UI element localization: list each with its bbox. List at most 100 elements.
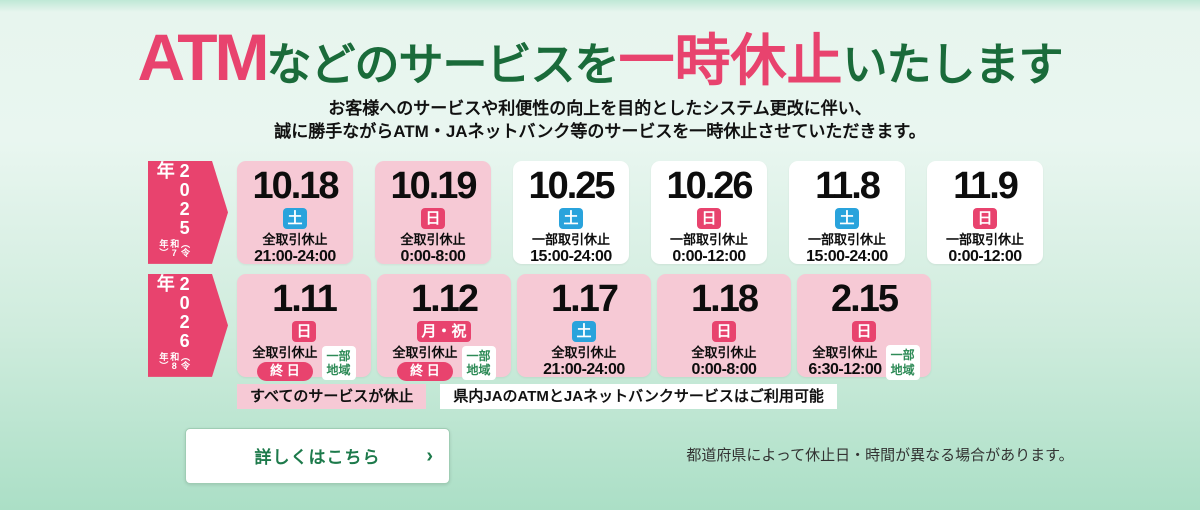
day-of-week-badge: 月・祝 (417, 320, 471, 342)
details-button[interactable]: 詳しくはこちら › (185, 427, 450, 484)
title-suffix: いたします (842, 39, 1064, 90)
card-bottom: 一部取引休止 0:00-12:00 (946, 232, 1024, 268)
card-date: 2.15 (831, 277, 899, 320)
era-text: （令和7年） (158, 238, 190, 258)
prefecture-note: 都道府県によって休止日・時間が異なる場合があります。 (686, 446, 1074, 464)
card-bottom: 全取引休止終 日一部 地域 (392, 344, 496, 382)
service-time-column: 全取引休止 0:00-8:00 (691, 345, 756, 381)
page-title: ATM などのサービスを 一時休止 いたします (0, 24, 1200, 90)
date-cards-2025: 10.18 土全取引休止 21:00-24:00 10.19 日全取引休止 0:00-8:… (237, 160, 1043, 265)
day-of-week-badge: 土 (559, 207, 583, 229)
card-service-label: 全取引休止 (392, 344, 458, 360)
date-card: 10.25 土一部取引休止 15:00-24:00 (513, 160, 629, 265)
card-time-range: 15:00-24:00 (530, 248, 612, 266)
card-service-label: 全取引休止 (262, 231, 328, 247)
card-service-label: 全取引休止 (400, 231, 466, 247)
service-time-column: 一部取引休止 15:00-24:00 (530, 232, 612, 268)
service-time-column: 全取引休止 21:00-24:00 (254, 232, 336, 268)
schedule-row-2026: 2026年 （令和8年） 1.11 日全取引休止終 日一部 地域 1.12 月・祝 全取… (0, 273, 1200, 382)
card-time-range: 21:00-24:00 (254, 248, 336, 266)
date-card: 1.12 月・祝 全取引休止終 日一部 地域 (377, 273, 511, 382)
card-date: 10.26 (666, 164, 753, 207)
card-service-label: 一部取引休止 (807, 231, 886, 247)
era-text: （令和8年） (158, 351, 190, 371)
date-card: 10.19 日全取引休止 0:00-8:00 (375, 160, 491, 265)
card-service-label: 一部取引休止 (945, 231, 1024, 247)
card-bottom: 全取引休止終 日一部 地域 (252, 345, 356, 382)
title-services: などのサービスを (266, 39, 620, 90)
date-card: 11.9 日一部取引休止 0:00-12:00 (927, 160, 1043, 265)
title-atm: ATM (137, 20, 269, 94)
date-card: 10.26 日一部取引休止 0:00-12:00 (651, 160, 767, 265)
card-service-label: 全取引休止 (691, 344, 757, 360)
card-bottom: 一部取引休止 15:00-24:00 (806, 232, 888, 268)
day-of-week-badge: 土 (572, 320, 596, 342)
card-service-label: 一部取引休止 (669, 231, 748, 247)
date-card: 1.11 日全取引休止終 日一部 地域 (237, 273, 371, 382)
schedule-legend: すべてのサービスが休止 県内JAのATMとJAネットバンクサービスはご利用可能 (0, 383, 1200, 410)
service-time-column: 全取引休止 21:00-24:00 (543, 345, 625, 381)
date-card: 2.15 日全取引休止 6:30-12:00 一部 地域 (797, 273, 931, 380)
chevron-right-icon: › (426, 444, 433, 467)
card-service-label: 一部取引休止 (531, 231, 610, 247)
year-label-2025: 2025年 （令和7年） (154, 160, 195, 264)
partial-region-note: 一部 地域 (321, 345, 356, 381)
card-time-range: 0:00-12:00 (948, 248, 1022, 266)
year-text: 2025年 (154, 160, 195, 237)
service-time-column: 全取引休止 0:00-8:00 (400, 232, 465, 268)
day-of-week-badge: 日 (712, 320, 736, 342)
day-of-week-badge: 日 (852, 320, 876, 342)
card-date: 10.19 (390, 164, 477, 207)
day-of-week-badge: 土 (283, 207, 307, 229)
date-card: 1.18 日全取引休止 0:00-8:00 (657, 273, 791, 378)
subtitle-line-1: お客様へのサービスや利便性の向上を目的としたシステム更改に伴い、 (328, 99, 872, 118)
day-of-week-badge: 日 (292, 320, 316, 342)
date-card: 11.8 土一部取引休止 15:00-24:00 (789, 160, 905, 265)
details-button-label: 詳しくはこちら (254, 448, 381, 468)
schedule-row-2025: 2025年 （令和7年） 10.18 土全取引休止 21:00-24:00 10.19… (0, 160, 1200, 265)
service-time-column: 全取引休止終 日 (252, 345, 318, 382)
card-bottom: 一部取引休止 0:00-12:00 (670, 232, 748, 268)
card-date: 10.18 (252, 164, 339, 207)
card-time-range: 0:00-8:00 (691, 361, 757, 379)
card-date: 11.9 (953, 164, 1019, 207)
partial-region-note: 一部 地域 (461, 345, 496, 381)
card-time-range: 6:30-12:00 (808, 361, 882, 379)
card-date: 1.17 (551, 277, 619, 320)
legend-items: すべてのサービスが休止 県内JAのATMとJAネットバンクサービスはご利用可能 (237, 383, 837, 410)
date-card: 10.18 土全取引休止 21:00-24:00 (237, 160, 353, 265)
legend-all-services-suspended: すべてのサービスが休止 (237, 383, 427, 410)
card-bottom: 全取引休止 21:00-24:00 (254, 232, 336, 268)
card-bottom: 全取引休止 21:00-24:00 (543, 345, 625, 381)
notice-header: ATM などのサービスを 一時休止 いたします お客様へのサービスや利便性の向上… (0, 0, 1200, 144)
card-service-label: 全取引休止 (551, 344, 617, 360)
date-cards-2026: 1.11 日全取引休止終 日一部 地域 1.12 月・祝 全取引休止終 日一部 地域 1.… (237, 273, 931, 382)
suspension-schedule: 2025年 （令和7年） 10.18 土全取引休止 21:00-24:00 10.19… (0, 160, 1200, 410)
notice-footer: 詳しくはこちら › 都道府県によって休止日・時間が異なる場合があります。 (0, 427, 1200, 486)
card-time-range: 15:00-24:00 (806, 248, 888, 266)
day-of-week-badge: 日 (973, 207, 997, 229)
year-label-2026: 2026年 （令和8年） (154, 274, 195, 377)
card-date: 1.11 (272, 277, 338, 320)
card-time-range: 21:00-24:00 (543, 361, 625, 379)
legend-services-available: 県内JAのATMとJAネットバンクサービスはご利用可能 (440, 383, 837, 410)
day-of-week-badge: 日 (697, 207, 721, 229)
card-bottom: 全取引休止 0:00-8:00 (691, 345, 756, 381)
date-card: 1.17 土全取引休止 21:00-24:00 (517, 273, 651, 378)
partial-region-note: 一部 地域 (885, 345, 920, 380)
service-time-column: 全取引休止終 日 (392, 344, 458, 382)
card-time-range: 0:00-12:00 (672, 248, 746, 266)
card-date: 10.25 (528, 164, 615, 207)
card-time-range: 0:00-8:00 (400, 248, 466, 266)
card-date: 11.8 (815, 164, 881, 207)
card-bottom: 全取引休止 0:00-8:00 (400, 232, 465, 268)
service-time-column: 一部取引休止 15:00-24:00 (806, 232, 888, 268)
year-arrow-2025: 2025年 （令和7年） (148, 160, 228, 264)
card-bottom: 一部取引休止 15:00-24:00 (530, 232, 612, 268)
title-suspension: 一時休止 (618, 29, 843, 92)
notice-subtitle: お客様へのサービスや利便性の向上を目的としたシステム更改に伴い、 誠に勝手ながら… (0, 98, 1200, 144)
all-day-badge: 終 日 (397, 362, 453, 382)
service-time-column: 全取引休止 6:30-12:00 (808, 345, 882, 381)
service-time-column: 一部取引休止 0:00-12:00 (670, 232, 748, 268)
day-of-week-badge: 日 (421, 207, 445, 229)
